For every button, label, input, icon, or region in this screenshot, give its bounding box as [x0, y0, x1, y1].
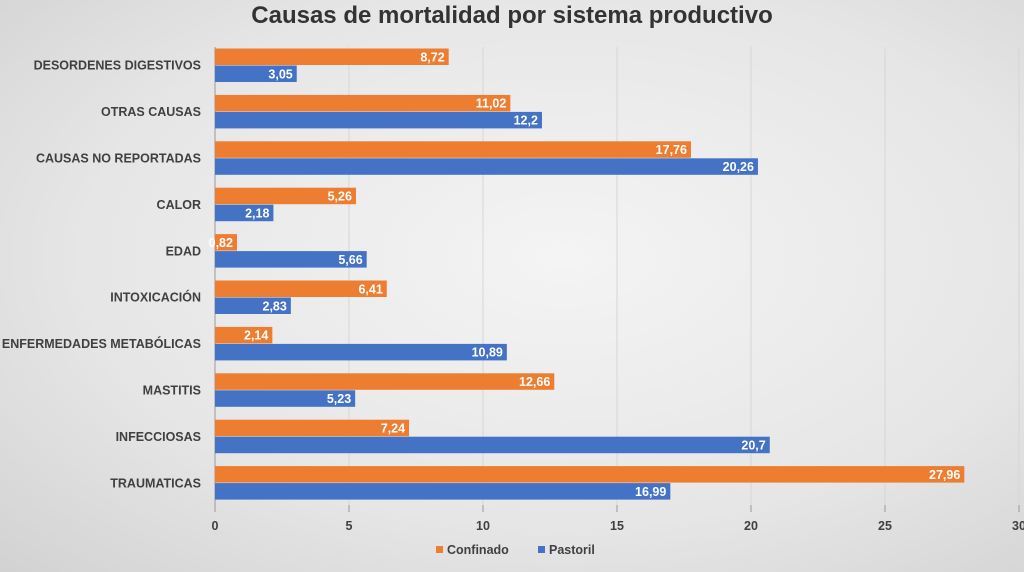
x-tick-label: 0 [212, 519, 219, 533]
bar-pastoril [215, 65, 297, 82]
data-label: 8,72 [420, 50, 444, 64]
x-tick-label: 20 [744, 519, 758, 533]
x-tick-label: 25 [878, 519, 892, 533]
legend-swatch-pastoril [538, 546, 545, 553]
data-label: 2,18 [245, 206, 269, 220]
legend-swatch-confinado [436, 546, 443, 553]
data-label: 11,02 [476, 97, 507, 111]
category-label: TRAUMATICAS [110, 476, 201, 490]
data-label: 10,89 [472, 346, 503, 360]
bar-confinado [215, 373, 555, 390]
data-label: 5,26 [328, 189, 352, 203]
category-label: INFECCIOSAS [116, 430, 201, 444]
bar-pastoril [215, 251, 367, 268]
bar-pastoril [215, 390, 356, 407]
x-tick-label: 10 [476, 519, 490, 533]
data-label: 16,99 [635, 485, 666, 499]
bar-confinado [215, 326, 273, 344]
data-label: 5,66 [338, 253, 362, 267]
data-label: 2,83 [263, 299, 287, 313]
bar-confinado [215, 48, 449, 65]
bar-pastoril [215, 483, 671, 500]
data-label: 20,26 [723, 160, 754, 174]
bar-pastoril [215, 158, 758, 175]
bar-confinado [215, 419, 410, 437]
bar-pastoril [215, 111, 542, 129]
bar-confinado [215, 94, 511, 112]
data-label: 12,2 [514, 114, 538, 128]
category-label: MASTITIS [143, 384, 201, 398]
bar-pastoril [215, 436, 770, 454]
bar-confinado [215, 141, 691, 158]
data-label: 17,76 [656, 143, 687, 157]
data-label: 3,05 [268, 67, 292, 81]
bar-confinado [215, 234, 237, 251]
bar-confinado [215, 466, 965, 483]
bar-pastoril [215, 204, 274, 222]
bar-confinado [215, 280, 387, 297]
category-label: OTRAS CAUSAS [101, 105, 201, 119]
data-label: 7,24 [381, 421, 405, 435]
data-label: 0,82 [209, 236, 233, 250]
chart-title: Causas de mortalidad por sistema product… [251, 2, 773, 29]
data-label: 20,7 [741, 438, 765, 452]
category-label: CAUSAS NO REPORTADAS [36, 152, 201, 166]
category-label: INTOXICACIÓN [110, 290, 201, 305]
data-label: 5,23 [327, 392, 351, 406]
bar-pastoril [215, 343, 507, 361]
category-label: ENFERMEDADES METABÓLICAS [2, 336, 201, 351]
category-label: DESORDENES DIGESTIVOS [34, 59, 201, 73]
category-label: EDAD [166, 244, 201, 258]
category-label: CALOR [157, 198, 201, 212]
x-tick-label: 15 [610, 519, 624, 533]
bar-confinado [215, 187, 356, 205]
data-label: 27,96 [929, 468, 960, 482]
x-tick-label: 30 [1012, 519, 1024, 533]
data-label: 6,41 [358, 282, 382, 296]
data-label: 12,66 [519, 375, 550, 389]
legend-label: Confinado [447, 543, 509, 557]
legend-label: Pastoril [549, 543, 595, 557]
x-tick-label: 5 [346, 519, 353, 533]
bar-pastoril [215, 297, 291, 314]
data-label: 2,14 [244, 329, 268, 343]
